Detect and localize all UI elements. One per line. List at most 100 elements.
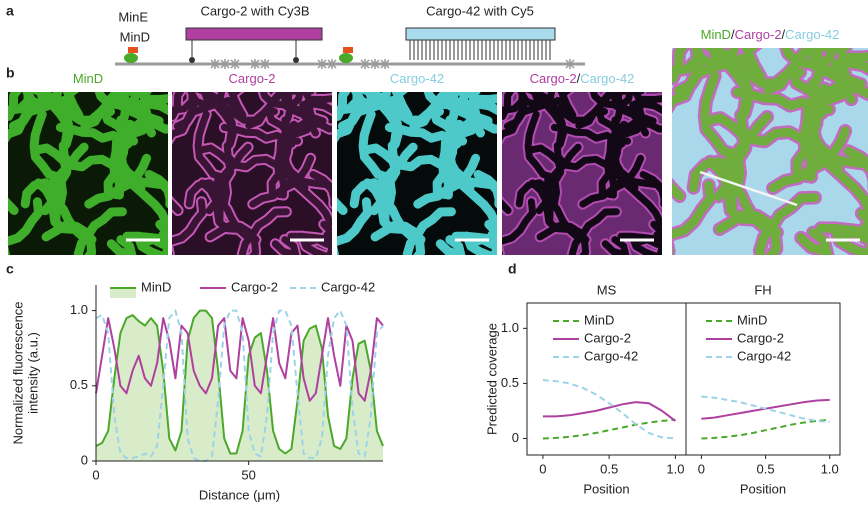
title-part: Cargo-42 <box>390 71 444 86</box>
domain <box>701 48 752 120</box>
series-line <box>701 418 830 440</box>
domain <box>755 193 820 255</box>
domain <box>763 48 851 95</box>
title-part: / <box>577 71 581 86</box>
chart: 0 0.5 1.0 FH Position MinD Cargo-2 Cargo-42 <box>685 282 841 496</box>
title-part: MinD <box>701 27 731 42</box>
domain <box>8 245 10 255</box>
domain <box>733 87 834 114</box>
domain <box>526 144 565 207</box>
domain <box>206 222 260 255</box>
domain <box>111 174 168 209</box>
micrograph-title: Cargo-2 <box>229 71 276 86</box>
lipid <box>360 59 370 69</box>
x-tick-label: 0 <box>539 461 546 476</box>
lipid <box>230 59 240 69</box>
domain <box>41 221 97 255</box>
domain <box>391 92 413 120</box>
mind-protein <box>124 53 138 63</box>
micrograph-title: MinD/Cargo-2/Cargo-42 <box>701 27 840 42</box>
domain <box>445 235 466 255</box>
domain <box>279 160 332 227</box>
domain <box>8 95 37 143</box>
domain <box>337 197 373 246</box>
title-part: MinD <box>73 71 103 86</box>
axes-box <box>685 302 841 456</box>
domain <box>8 92 22 121</box>
domain <box>844 146 868 231</box>
domain <box>58 141 127 172</box>
legend-label: Cargo-2 <box>584 330 631 345</box>
y-tick-label: 0.5 <box>70 377 88 392</box>
x-tick-label: 50 <box>241 467 255 482</box>
domain <box>630 95 662 109</box>
lipid <box>220 59 230 69</box>
panel-label: c <box>6 261 14 277</box>
domain <box>672 48 688 83</box>
pattern <box>337 92 497 255</box>
legend-label: MinD <box>737 312 767 327</box>
x-tick-label: 1.0 <box>666 461 684 476</box>
mine-protein <box>343 47 353 53</box>
label: MinE <box>118 9 148 24</box>
domain <box>73 207 127 255</box>
title-part: Cargo-42 <box>785 27 839 42</box>
anchor <box>189 57 195 63</box>
x-axis-label: Distance (μm) <box>199 487 280 502</box>
x-tick-label: 0 <box>92 467 99 482</box>
chart-title: FH <box>754 282 771 297</box>
domain <box>836 228 868 243</box>
domain <box>172 92 196 114</box>
micrograph <box>502 92 662 255</box>
domain <box>715 210 781 255</box>
legend-label: Cargo-42 <box>584 348 638 363</box>
domain <box>187 92 232 109</box>
mind-protein <box>339 53 353 63</box>
domain <box>639 171 662 239</box>
chart: 0 50 0 0.5 1.0 Distance (μm) Normalized fluore… <box>10 279 384 502</box>
domain <box>227 92 247 119</box>
domain <box>144 170 168 240</box>
domain <box>172 92 185 120</box>
domain <box>553 142 620 171</box>
series-line <box>95 309 384 455</box>
domain <box>575 92 645 129</box>
x-tick-label: 0.5 <box>600 461 618 476</box>
domain <box>672 54 707 109</box>
domain <box>299 100 332 114</box>
domain <box>62 92 84 120</box>
lipid <box>250 59 260 69</box>
domain <box>464 94 497 110</box>
micrograph-title: Cargo-42 <box>390 71 444 86</box>
x-tick-label: 0.5 <box>757 461 775 476</box>
label: Cargo-2 with Cy3B <box>200 3 309 18</box>
y-tick-label: 0 <box>512 430 519 445</box>
domain <box>116 235 137 255</box>
cargo-2-bar <box>185 27 323 41</box>
domain <box>402 207 456 255</box>
domain <box>568 208 620 255</box>
domain <box>384 122 468 146</box>
chart: 0 0.5 1.0 0 0.5 1.0 MS Position Predicted covera… <box>484 282 687 496</box>
domain <box>360 143 401 208</box>
lipid <box>317 59 327 69</box>
panel-label: d <box>508 261 517 277</box>
domain <box>8 92 33 115</box>
legend-label: MinD <box>584 312 614 327</box>
domain <box>370 221 426 255</box>
series-line <box>95 309 384 462</box>
y-tick-label: 1.0 <box>70 302 88 317</box>
domain <box>832 52 868 69</box>
panel-label: a <box>6 3 14 19</box>
domain <box>172 198 207 245</box>
domain <box>736 110 820 146</box>
lipid <box>210 59 220 69</box>
domain <box>741 48 765 82</box>
legend-label: MinD <box>141 279 171 294</box>
schematic: MinE MinD Cargo-2 with Cy3B Cargo-42 wit… <box>115 3 585 69</box>
domain <box>387 141 456 172</box>
domain <box>525 92 566 149</box>
lipid <box>565 59 575 69</box>
y-axis-label: Predicted coverage <box>484 323 499 435</box>
